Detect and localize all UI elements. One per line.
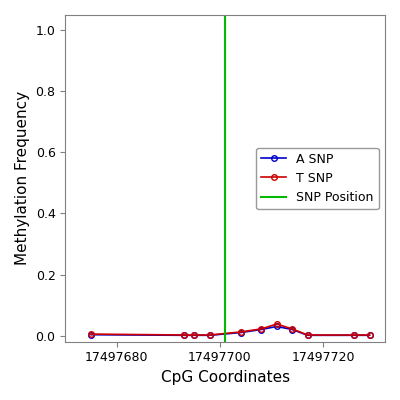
T SNP: [367, 333, 372, 338]
T SNP: [259, 326, 264, 331]
T SNP: [274, 322, 279, 326]
T SNP: [182, 333, 186, 338]
A SNP: [182, 333, 186, 338]
A SNP: [274, 324, 279, 329]
T SNP: [207, 333, 212, 338]
A SNP: [238, 330, 243, 335]
A SNP: [259, 327, 264, 332]
A SNP: [89, 332, 94, 337]
Line: A SNP: A SNP: [88, 324, 372, 338]
T SNP: [290, 326, 294, 331]
Line: T SNP: T SNP: [88, 321, 372, 338]
Legend: A SNP, T SNP, SNP Position: A SNP, T SNP, SNP Position: [256, 148, 379, 209]
T SNP: [238, 330, 243, 334]
A SNP: [352, 333, 356, 338]
T SNP: [89, 332, 94, 336]
Y-axis label: Methylation Frequency: Methylation Frequency: [15, 91, 30, 266]
T SNP: [305, 333, 310, 338]
A SNP: [290, 327, 294, 332]
T SNP: [192, 333, 196, 338]
T SNP: [352, 333, 356, 338]
A SNP: [305, 333, 310, 338]
A SNP: [207, 333, 212, 338]
A SNP: [192, 333, 196, 338]
X-axis label: CpG Coordinates: CpG Coordinates: [160, 370, 290, 385]
A SNP: [367, 333, 372, 338]
